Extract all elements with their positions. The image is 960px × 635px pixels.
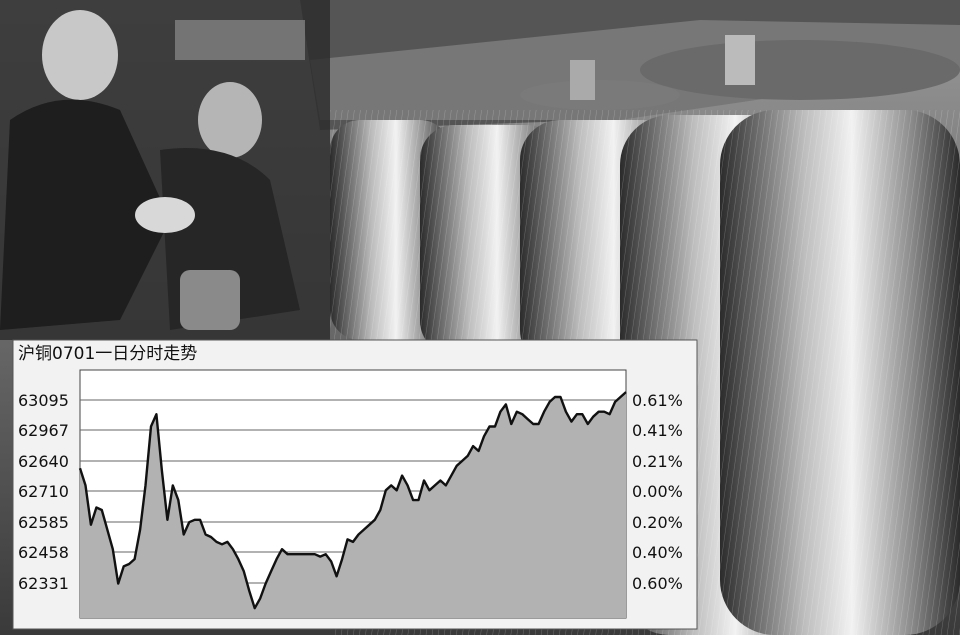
left-tick-label: 62585 xyxy=(18,513,69,532)
right-tick-label: 0.61% xyxy=(632,391,683,410)
left-tick-label: 62640 xyxy=(18,452,69,471)
left-axis-ticks: 63095 62967 62640 62710 62585 62458 62331 xyxy=(18,391,69,593)
right-axis-ticks: 0.61% 0.41% 0.21% 0.00% 0.20% 0.40% 0.60% xyxy=(632,391,683,593)
right-tick-label: 0.20% xyxy=(632,513,683,532)
left-tick-label: 62967 xyxy=(18,421,69,440)
right-tick-label: 0.00% xyxy=(632,482,683,501)
right-tick-label: 0.21% xyxy=(632,452,683,471)
price-line xyxy=(78,391,627,610)
left-tick-label: 62710 xyxy=(18,482,69,501)
right-tick-label: 0.40% xyxy=(632,543,683,562)
left-tick-label: 63095 xyxy=(18,391,69,410)
price-area xyxy=(80,392,626,618)
right-tick-label: 0.60% xyxy=(632,574,683,593)
left-tick-label: 62331 xyxy=(18,574,69,593)
workers xyxy=(0,0,330,340)
right-tick-label: 0.41% xyxy=(632,421,683,440)
left-tick-label: 62458 xyxy=(18,543,69,562)
chart-title: 沪铜0701一日分时走势 xyxy=(18,344,197,364)
